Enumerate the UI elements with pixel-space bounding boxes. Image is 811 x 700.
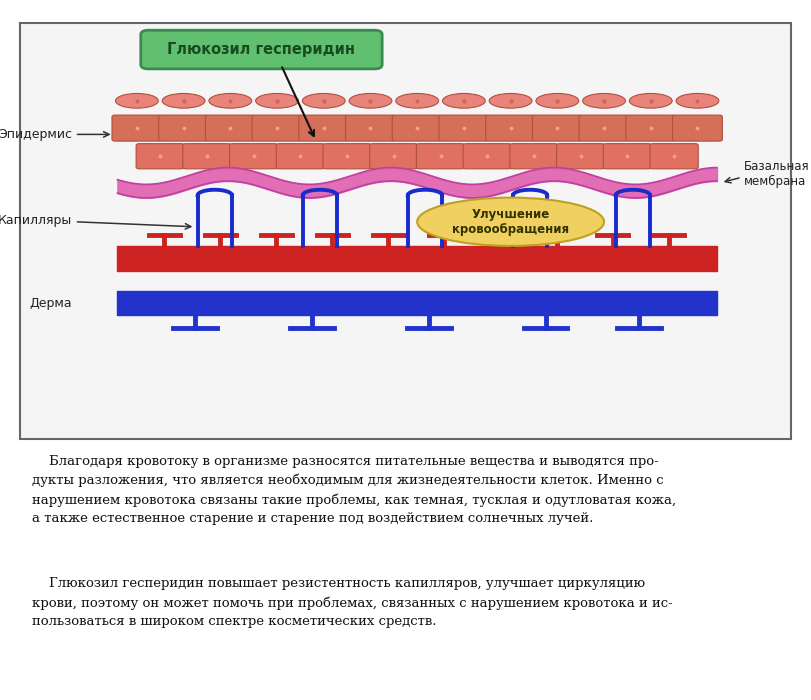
FancyBboxPatch shape xyxy=(439,115,489,141)
FancyBboxPatch shape xyxy=(486,115,535,141)
Ellipse shape xyxy=(582,93,625,108)
FancyBboxPatch shape xyxy=(20,23,791,439)
FancyBboxPatch shape xyxy=(298,115,349,141)
FancyBboxPatch shape xyxy=(603,144,651,169)
Text: Улучшение
кровообращения: Улучшение кровообращения xyxy=(452,208,569,236)
FancyBboxPatch shape xyxy=(345,115,396,141)
Ellipse shape xyxy=(349,93,392,108)
FancyBboxPatch shape xyxy=(112,115,162,141)
FancyBboxPatch shape xyxy=(416,144,465,169)
FancyBboxPatch shape xyxy=(393,115,442,141)
FancyBboxPatch shape xyxy=(532,115,582,141)
Ellipse shape xyxy=(536,93,579,108)
FancyBboxPatch shape xyxy=(136,144,184,169)
FancyBboxPatch shape xyxy=(323,144,371,169)
FancyBboxPatch shape xyxy=(277,144,324,169)
Text: Глюкозил гесперидин повышает резистентность капилляров, улучшает циркуляцию
кров: Глюкозил гесперидин повышает резистентно… xyxy=(32,578,673,629)
Text: Базальная
мембрана: Базальная мембрана xyxy=(744,160,810,188)
Text: Глюкозил гесперидин: Глюкозил гесперидин xyxy=(167,42,355,57)
FancyBboxPatch shape xyxy=(579,115,629,141)
FancyBboxPatch shape xyxy=(159,115,208,141)
FancyBboxPatch shape xyxy=(463,144,512,169)
FancyBboxPatch shape xyxy=(230,144,278,169)
Ellipse shape xyxy=(396,93,439,108)
FancyBboxPatch shape xyxy=(141,30,382,69)
Ellipse shape xyxy=(303,93,345,108)
FancyBboxPatch shape xyxy=(182,144,231,169)
Text: Эпидермис: Эпидермис xyxy=(0,128,72,141)
Text: Благодаря кровотоку в организме разносятся питательные вещества и выводятся про-: Благодаря кровотоку в организме разносят… xyxy=(32,455,676,525)
FancyBboxPatch shape xyxy=(370,144,418,169)
Ellipse shape xyxy=(255,93,298,108)
Ellipse shape xyxy=(209,93,251,108)
Text: Капилляры: Капилляры xyxy=(0,214,72,227)
FancyBboxPatch shape xyxy=(672,115,723,141)
Ellipse shape xyxy=(629,93,672,108)
Text: Дерма: Дерма xyxy=(30,297,72,309)
Ellipse shape xyxy=(676,93,719,108)
FancyBboxPatch shape xyxy=(205,115,255,141)
Ellipse shape xyxy=(417,197,604,246)
FancyBboxPatch shape xyxy=(626,115,676,141)
FancyBboxPatch shape xyxy=(650,144,698,169)
Ellipse shape xyxy=(115,93,158,108)
FancyBboxPatch shape xyxy=(556,144,605,169)
Ellipse shape xyxy=(162,93,205,108)
Ellipse shape xyxy=(489,93,532,108)
FancyBboxPatch shape xyxy=(252,115,302,141)
FancyBboxPatch shape xyxy=(510,144,558,169)
Ellipse shape xyxy=(443,93,485,108)
